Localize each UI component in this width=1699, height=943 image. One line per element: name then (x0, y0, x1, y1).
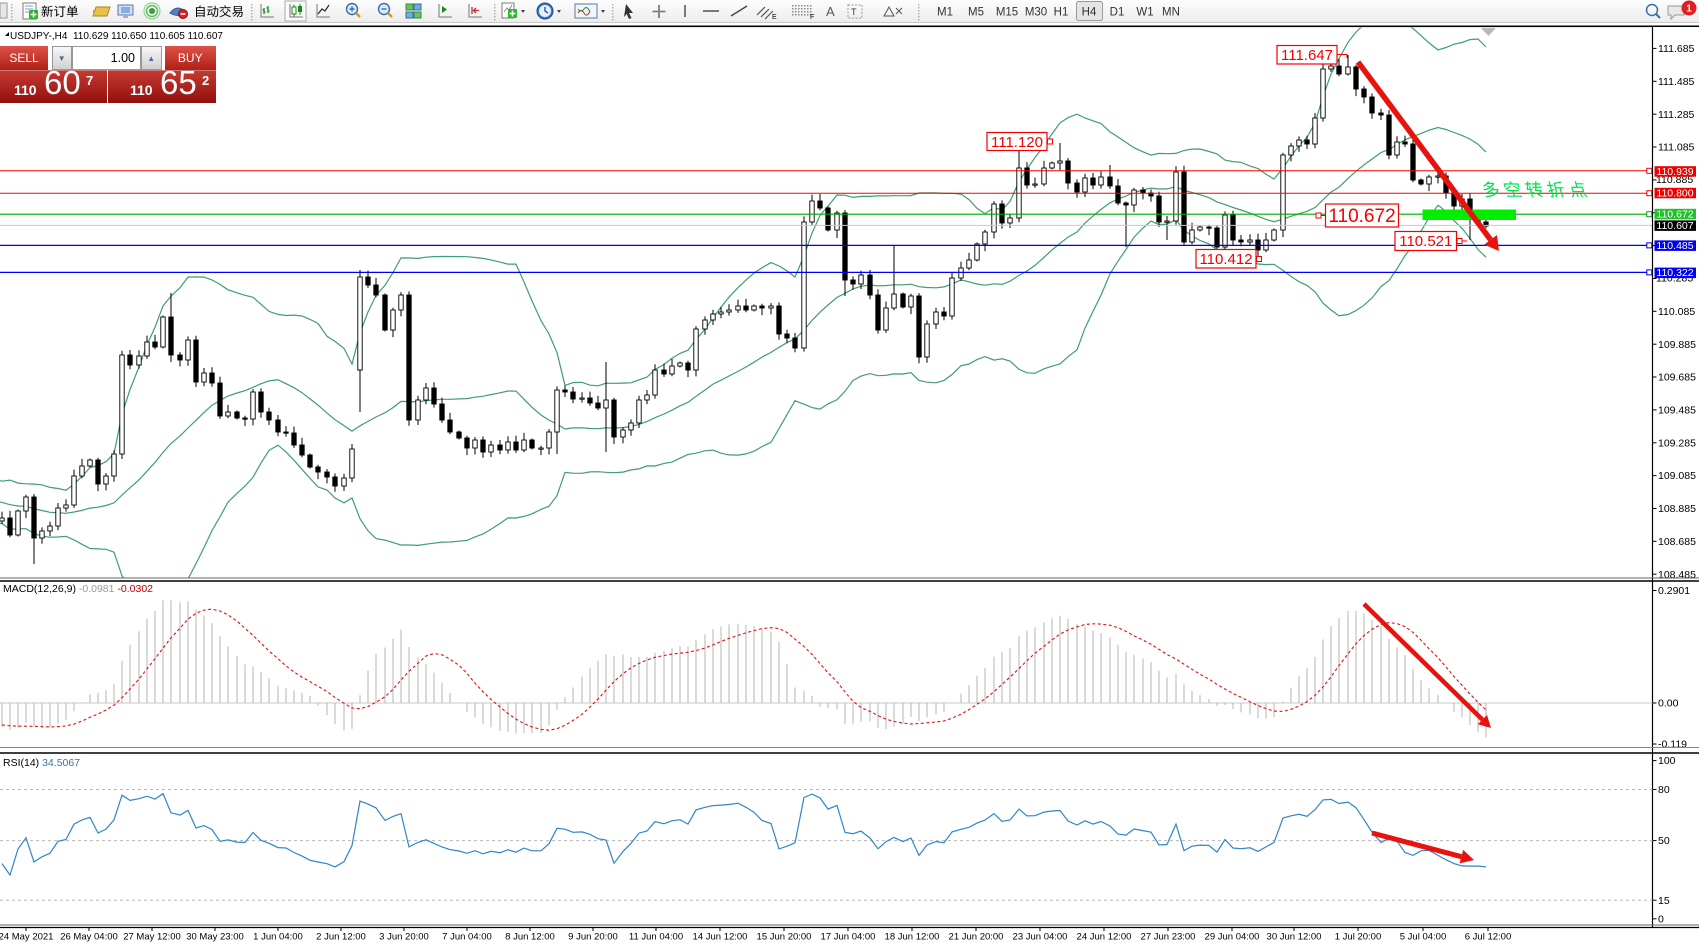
svg-text:26 May 04:00: 26 May 04:00 (60, 932, 118, 943)
svg-text:109.285: 109.285 (1658, 437, 1696, 449)
svg-text:30 Jun 12:00: 30 Jun 12:00 (1267, 932, 1322, 943)
svg-text:A: A (826, 4, 835, 19)
svg-text:110.085: 110.085 (1658, 306, 1695, 318)
svg-text:110.885: 110.885 (1656, 174, 1693, 186)
svg-text:-0.119: -0.119 (1658, 739, 1687, 751)
svg-text:M15: M15 (996, 7, 1018, 19)
svg-text:2 Jun 12:00: 2 Jun 12:00 (316, 932, 366, 943)
svg-text:0: 0 (1658, 913, 1664, 925)
svg-text:111.485: 111.485 (1658, 76, 1695, 88)
svg-text:3 Jun 20:00: 3 Jun 20:00 (379, 932, 429, 943)
svg-text:RSI(14) 34.5067: RSI(14) 34.5067 (3, 757, 80, 769)
svg-text:15: 15 (1658, 895, 1670, 907)
svg-text:108.685: 108.685 (1658, 536, 1696, 548)
svg-text:11 Jun 04:00: 11 Jun 04:00 (629, 932, 683, 943)
svg-text:5 Jul 04:00: 5 Jul 04:00 (1400, 932, 1446, 943)
svg-text:H4: H4 (1082, 7, 1097, 19)
svg-text:15 Jun 20:00: 15 Jun 20:00 (757, 932, 812, 943)
svg-text:110.672: 110.672 (1328, 206, 1395, 227)
svg-text:110.800: 110.800 (1656, 187, 1693, 199)
svg-text:50: 50 (1658, 835, 1670, 847)
svg-text:21 Jun 20:00: 21 Jun 20:00 (949, 932, 1004, 943)
svg-text:27 May 12:00: 27 May 12:00 (123, 932, 181, 943)
svg-text:MN: MN (1162, 7, 1180, 19)
svg-text:111.685: 111.685 (1658, 43, 1695, 55)
svg-text:110.322: 110.322 (1656, 267, 1693, 279)
svg-text:6 Jul 12:00: 6 Jul 12:00 (1465, 932, 1511, 943)
svg-text:111.120: 111.120 (991, 134, 1043, 151)
svg-text:7 Jun 04:00: 7 Jun 04:00 (442, 932, 492, 943)
svg-text:110.521: 110.521 (1399, 233, 1452, 250)
svg-text:H1: H1 (1054, 7, 1069, 19)
svg-text:W1: W1 (1136, 7, 1153, 19)
svg-text:17 Jun 04:00: 17 Jun 04:00 (821, 932, 876, 943)
svg-text:110.485: 110.485 (1656, 240, 1693, 252)
svg-text:8 Jun 12:00: 8 Jun 12:00 (505, 932, 555, 943)
svg-text:14 Jun 12:00: 14 Jun 12:00 (693, 932, 748, 943)
svg-text:110.939: 110.939 (1656, 166, 1693, 178)
svg-text:D1: D1 (1110, 7, 1125, 19)
svg-text:111.647: 111.647 (1281, 47, 1333, 64)
svg-text:23 Jun 04:00: 23 Jun 04:00 (1013, 932, 1068, 943)
svg-text:111.085: 111.085 (1658, 142, 1695, 154)
svg-text:0.00: 0.00 (1658, 698, 1679, 710)
svg-text:1: 1 (1686, 4, 1692, 15)
svg-text:108.485: 108.485 (1658, 569, 1696, 581)
svg-text:108.885: 108.885 (1658, 503, 1696, 515)
svg-text:9 Jun 20:00: 9 Jun 20:00 (568, 932, 618, 943)
svg-text:E: E (772, 14, 777, 21)
svg-text:M5: M5 (968, 7, 984, 19)
svg-text:1 Jul 20:00: 1 Jul 20:00 (1335, 932, 1381, 943)
svg-text:F: F (810, 14, 814, 21)
svg-text:109.685: 109.685 (1658, 372, 1696, 384)
svg-text:1 Jun 04:00: 1 Jun 04:00 (253, 932, 303, 943)
svg-text:100: 100 (1658, 755, 1676, 767)
svg-text:80: 80 (1658, 784, 1670, 796)
svg-text:24 May 2021: 24 May 2021 (0, 932, 53, 943)
svg-text:110.412: 110.412 (1199, 251, 1252, 268)
svg-text:111.285: 111.285 (1658, 109, 1695, 121)
svg-text:109.885: 109.885 (1658, 339, 1696, 351)
svg-text:T: T (851, 7, 857, 17)
svg-text:27 Jun 23:00: 27 Jun 23:00 (1141, 932, 1196, 943)
svg-text:18 Jun 12:00: 18 Jun 12:00 (885, 932, 940, 943)
svg-text:MACD(12,26,9) -0.0981 -0.0302: MACD(12,26,9) -0.0981 -0.0302 (3, 583, 153, 595)
svg-text:M30: M30 (1025, 7, 1047, 19)
svg-text:109.485: 109.485 (1658, 405, 1696, 417)
svg-text:110.672: 110.672 (1656, 208, 1693, 220)
svg-text:M1: M1 (937, 7, 953, 19)
svg-text:24 Jun 12:00: 24 Jun 12:00 (1077, 932, 1132, 943)
svg-text:30 May 23:00: 30 May 23:00 (186, 932, 244, 943)
svg-text:29 Jun 04:00: 29 Jun 04:00 (1205, 932, 1260, 943)
svg-text:109.085: 109.085 (1658, 470, 1696, 482)
svg-text:0.2901: 0.2901 (1658, 585, 1690, 597)
svg-text:110.607: 110.607 (1656, 220, 1693, 232)
